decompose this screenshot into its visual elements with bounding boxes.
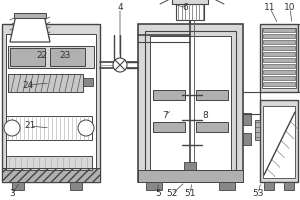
Bar xyxy=(153,122,185,132)
Text: 5: 5 xyxy=(155,190,161,198)
Text: 4: 4 xyxy=(117,3,123,12)
Bar xyxy=(298,24,300,92)
Bar xyxy=(8,46,94,68)
Circle shape xyxy=(78,120,94,136)
Bar xyxy=(2,168,100,182)
Bar xyxy=(70,182,82,190)
Text: 3: 3 xyxy=(9,190,15,198)
Bar xyxy=(150,36,231,170)
Bar xyxy=(260,100,298,182)
Text: 8: 8 xyxy=(202,110,208,119)
Bar xyxy=(264,182,274,190)
Bar xyxy=(263,52,295,56)
Bar xyxy=(12,182,24,190)
Bar xyxy=(176,4,204,20)
Bar xyxy=(145,31,236,175)
Bar xyxy=(263,28,295,32)
Text: 6: 6 xyxy=(182,3,188,12)
Bar xyxy=(255,120,260,140)
Bar xyxy=(260,24,298,92)
Bar xyxy=(263,46,295,50)
Bar xyxy=(243,133,251,145)
Circle shape xyxy=(4,120,20,136)
Bar xyxy=(138,170,243,182)
Bar xyxy=(6,34,96,170)
Bar xyxy=(184,162,196,170)
Bar xyxy=(146,182,162,190)
Text: 24: 24 xyxy=(22,80,34,90)
Bar xyxy=(263,64,295,68)
Text: 52: 52 xyxy=(166,190,178,198)
Bar xyxy=(10,48,45,66)
Text: 11: 11 xyxy=(264,3,276,12)
Text: 53: 53 xyxy=(252,190,264,198)
Bar xyxy=(196,122,228,132)
Text: 51: 51 xyxy=(184,190,196,198)
Bar xyxy=(263,40,295,44)
Bar xyxy=(243,113,251,125)
Bar xyxy=(153,90,185,100)
Bar xyxy=(263,58,295,62)
Bar xyxy=(8,74,83,92)
Bar xyxy=(50,48,85,66)
Bar xyxy=(172,0,208,4)
Bar xyxy=(263,76,295,80)
Bar xyxy=(83,78,93,86)
Text: 21: 21 xyxy=(24,121,36,130)
Bar xyxy=(263,70,295,74)
Bar xyxy=(219,182,235,190)
Bar xyxy=(263,106,295,178)
Text: 10: 10 xyxy=(284,3,296,12)
Polygon shape xyxy=(10,15,50,42)
Bar xyxy=(196,90,228,100)
Bar xyxy=(263,82,295,86)
Bar xyxy=(6,156,92,170)
Bar xyxy=(263,34,295,38)
Text: 23: 23 xyxy=(59,50,71,60)
Bar xyxy=(2,168,100,182)
Text: 22: 22 xyxy=(36,50,48,60)
Bar xyxy=(262,28,296,88)
Bar xyxy=(284,182,294,190)
Bar xyxy=(14,13,46,18)
Bar xyxy=(6,116,92,140)
Text: 7: 7 xyxy=(162,110,168,119)
Circle shape xyxy=(113,58,127,72)
Bar xyxy=(138,24,243,182)
Bar xyxy=(2,24,100,182)
